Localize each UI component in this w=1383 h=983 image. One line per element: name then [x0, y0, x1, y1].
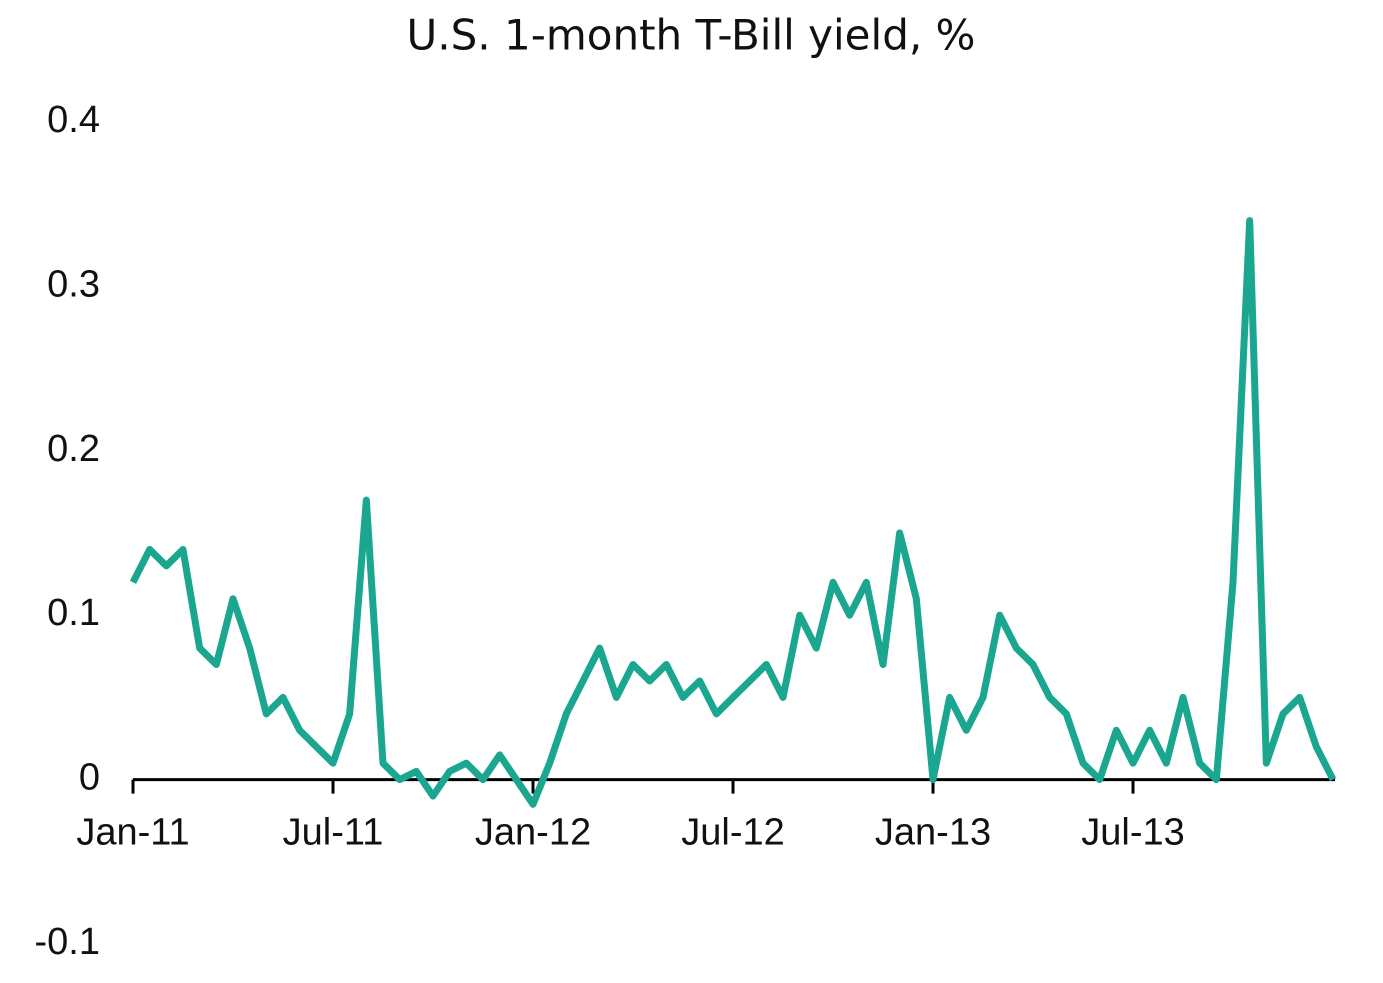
- y-tick-label: 0.1: [47, 592, 100, 634]
- y-tick-label: 0.3: [47, 263, 100, 305]
- x-tick-label: Jan-12: [475, 812, 591, 854]
- chart-title: U.S. 1-month T-Bill yield, %: [407, 11, 976, 60]
- y-tick-label: -0.1: [35, 921, 100, 963]
- y-tick-label: 0.4: [47, 99, 100, 141]
- x-tick-label: Jan-11: [76, 812, 189, 854]
- x-tick-label: Jan-13: [875, 812, 991, 854]
- data-line: [129, 217, 1337, 808]
- x-tick-label: Jul-11: [283, 812, 384, 854]
- x-tick-label: Jul-13: [1081, 812, 1185, 854]
- y-tick-label: 0.2: [47, 428, 100, 470]
- x-tick-label: Jul-12: [681, 812, 785, 854]
- y-tick-label: 0: [79, 757, 100, 799]
